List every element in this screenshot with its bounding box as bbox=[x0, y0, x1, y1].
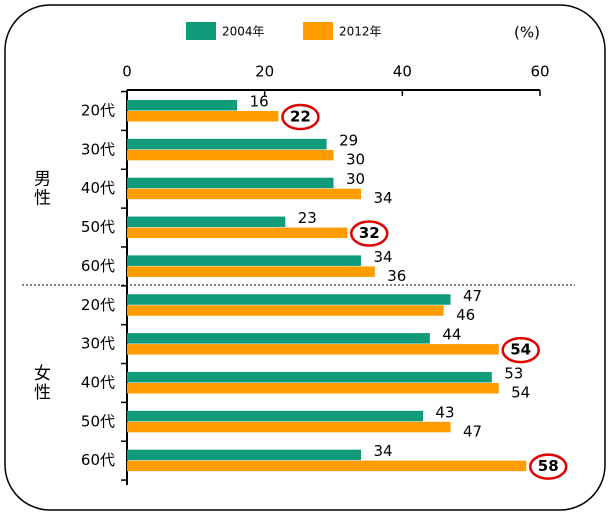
bar bbox=[127, 177, 334, 189]
value-label: 47 bbox=[463, 422, 482, 440]
x-tick-label: 60 bbox=[530, 63, 549, 81]
highlight-circle bbox=[528, 453, 568, 480]
value-label: 16 bbox=[250, 93, 269, 111]
highlight-circle bbox=[281, 103, 320, 131]
value-label: 36 bbox=[387, 267, 406, 285]
value-label: 34 bbox=[373, 442, 392, 460]
bar bbox=[127, 460, 527, 472]
value-label: 32 bbox=[359, 224, 380, 242]
bar bbox=[127, 449, 362, 461]
value-label: 44 bbox=[442, 326, 461, 344]
y-tick-label: 20代 bbox=[81, 296, 115, 314]
bar bbox=[127, 410, 423, 422]
bar bbox=[127, 421, 451, 433]
bar bbox=[127, 149, 334, 161]
value-label: 58 bbox=[538, 457, 559, 475]
value-label: 34 bbox=[373, 248, 392, 266]
bar bbox=[127, 227, 348, 239]
value-label: 53 bbox=[504, 364, 523, 382]
group-label: 女性 bbox=[30, 364, 51, 402]
bar bbox=[127, 266, 375, 277]
y-tick-label: 60代 bbox=[81, 451, 115, 469]
value-label: 54 bbox=[510, 341, 531, 359]
value-label: 29 bbox=[339, 131, 358, 149]
x-tick-label: 40 bbox=[393, 63, 412, 81]
value-label: 30 bbox=[346, 150, 365, 168]
legend-label: 2004年 bbox=[222, 25, 265, 39]
bar bbox=[127, 382, 499, 394]
highlight-circle bbox=[501, 336, 540, 364]
bar bbox=[127, 371, 492, 383]
bar bbox=[127, 344, 499, 355]
y-tick-label: 30代 bbox=[81, 335, 115, 353]
bar bbox=[127, 100, 238, 111]
y-tick-label: 60代 bbox=[81, 257, 115, 275]
bar bbox=[127, 305, 444, 316]
legend-swatch bbox=[186, 22, 216, 40]
bar bbox=[127, 138, 327, 150]
y-tick-label: 40代 bbox=[81, 179, 115, 197]
legend-label: 2012年 bbox=[339, 25, 382, 39]
y-tick-label: 40代 bbox=[81, 373, 115, 391]
value-label: 34 bbox=[373, 189, 392, 207]
bar bbox=[127, 294, 451, 305]
value-label: 23 bbox=[298, 209, 317, 227]
y-tick-label: 50代 bbox=[81, 218, 115, 236]
value-label: 30 bbox=[346, 170, 365, 188]
bar bbox=[127, 188, 362, 200]
y-tick-label: 30代 bbox=[81, 140, 115, 158]
highlight-circle bbox=[350, 220, 389, 247]
bar bbox=[127, 216, 286, 228]
value-label: 46 bbox=[456, 306, 475, 324]
value-label: 43 bbox=[435, 403, 454, 421]
value-label: 22 bbox=[290, 108, 311, 126]
x-tick-label: 0 bbox=[122, 63, 132, 81]
y-tick-label: 50代 bbox=[81, 412, 115, 430]
value-label: 54 bbox=[511, 383, 530, 401]
bar bbox=[127, 333, 430, 344]
legend-swatch bbox=[303, 22, 333, 40]
y-tick-label: 20代 bbox=[81, 102, 115, 120]
x-tick-label: 20 bbox=[255, 63, 274, 81]
value-label: 47 bbox=[463, 287, 482, 305]
bar bbox=[127, 255, 362, 266]
bar bbox=[127, 111, 279, 122]
unit-label: (%) bbox=[514, 24, 540, 42]
group-label: 男性 bbox=[30, 170, 51, 208]
